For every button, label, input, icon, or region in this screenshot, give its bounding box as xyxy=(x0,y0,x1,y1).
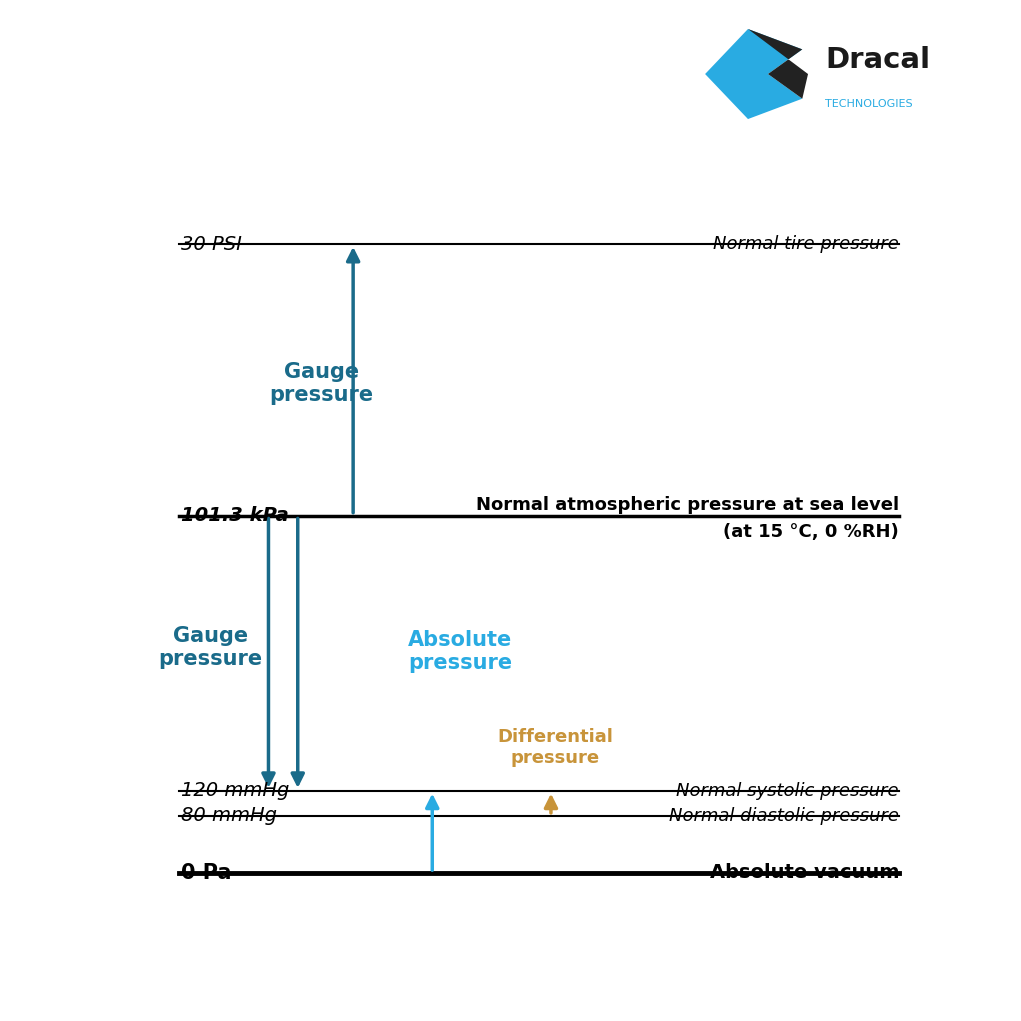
Text: Normal tire pressure: Normal tire pressure xyxy=(714,235,900,253)
Text: Normal atmospheric pressure at sea level: Normal atmospheric pressure at sea level xyxy=(476,496,900,514)
Text: 0 Pa: 0 Pa xyxy=(182,863,232,883)
Text: Gauge
pressure: Gauge pressure xyxy=(270,361,374,405)
Polygon shape xyxy=(748,29,808,99)
Text: Differential
pressure: Differential pressure xyxy=(497,728,613,768)
Text: Absolute
pressure: Absolute pressure xyxy=(407,630,513,673)
Text: (at 15 °C, 0 %RH): (at 15 °C, 0 %RH) xyxy=(723,523,900,541)
Text: Gauge
pressure: Gauge pressure xyxy=(158,626,262,670)
Text: Absolute vacuum: Absolute vacuum xyxy=(710,864,900,882)
Polygon shape xyxy=(706,29,803,119)
Text: 120 mmHg: 120 mmHg xyxy=(182,781,290,800)
Text: 30 PSI: 30 PSI xyxy=(182,235,242,253)
Text: TECHNOLOGIES: TECHNOLOGIES xyxy=(825,99,913,109)
Text: Dracal: Dracal xyxy=(825,46,930,75)
Text: 101.3 kPa: 101.3 kPa xyxy=(182,506,289,525)
Text: Normal diastolic pressure: Normal diastolic pressure xyxy=(669,807,900,825)
Text: 80 mmHg: 80 mmHg xyxy=(182,807,278,825)
Text: Normal systolic pressure: Normal systolic pressure xyxy=(677,782,900,799)
